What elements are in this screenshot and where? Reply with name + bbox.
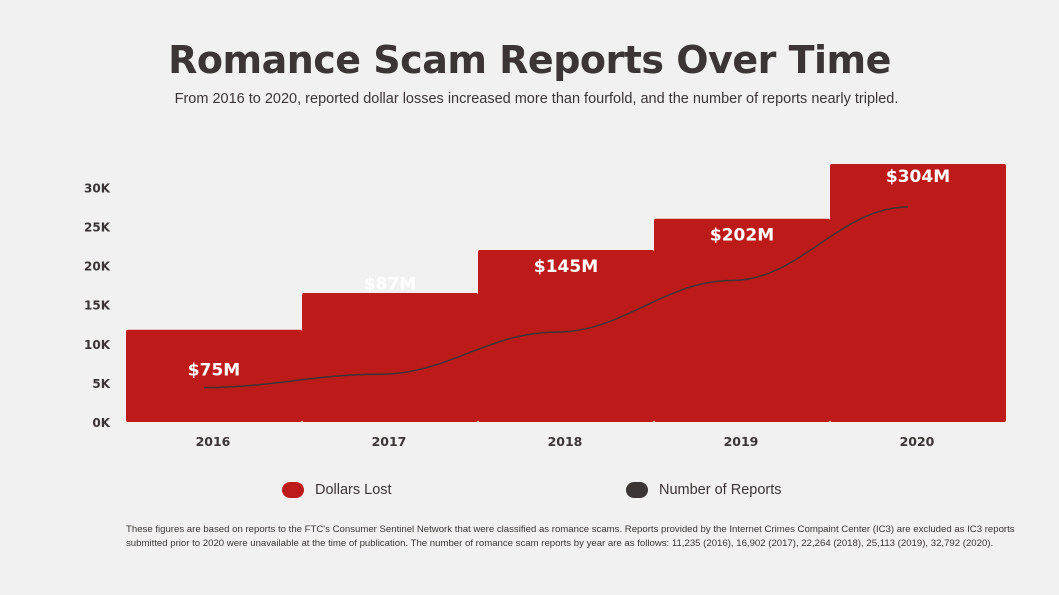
y-tick-label: 5K xyxy=(92,377,110,391)
legend-label-dollars: Dollars Lost xyxy=(315,482,392,498)
x-tick-label: 2016 xyxy=(196,434,231,449)
bar-2016 xyxy=(126,329,302,422)
chart-title: Romance Scam Reports Over Time xyxy=(168,38,891,82)
x-tick-label: 2017 xyxy=(372,434,407,449)
x-tick-label: 2020 xyxy=(900,434,935,449)
bar-2019 xyxy=(654,218,830,422)
legend-label-reports: Number of Reports xyxy=(659,482,782,498)
y-tick-label: 0K xyxy=(92,416,110,430)
footnote: These figures are based on reports to th… xyxy=(126,524,1015,549)
y-tick-label: 10K xyxy=(84,338,111,352)
reports-line xyxy=(203,206,909,389)
bar-data-label: $75M xyxy=(188,361,240,381)
x-tick-label: 2019 xyxy=(724,434,759,449)
bar-data-label: $202M xyxy=(710,225,774,245)
bar-2017 xyxy=(302,293,478,422)
y-tick-label: 15K xyxy=(84,299,111,313)
x-tick-label: 2018 xyxy=(548,434,583,449)
bar-data-label: $145M xyxy=(534,257,598,277)
legend-swatch-dollars xyxy=(282,482,304,498)
legend-dollars-lost: Dollars Lost xyxy=(282,482,392,498)
legend-swatch-reports xyxy=(626,482,648,498)
bar-2020 xyxy=(830,164,1006,422)
y-tick-label: 30K xyxy=(84,181,111,195)
y-tick-label: 25K xyxy=(84,221,111,235)
chart-subtitle: From 2016 to 2020, reported dollar losse… xyxy=(174,91,899,107)
bar-data-label: $304M xyxy=(886,167,950,187)
y-tick-label: 20K xyxy=(84,260,111,274)
legend-number-of-reports: Number of Reports xyxy=(626,482,782,498)
chart: 0K 5K 10K 15K 20K 25K 30K $75M $87M $145M $202M $30… xyxy=(84,164,1006,449)
bar-2018 xyxy=(478,250,654,422)
bar-data-label: $87M xyxy=(364,274,416,294)
